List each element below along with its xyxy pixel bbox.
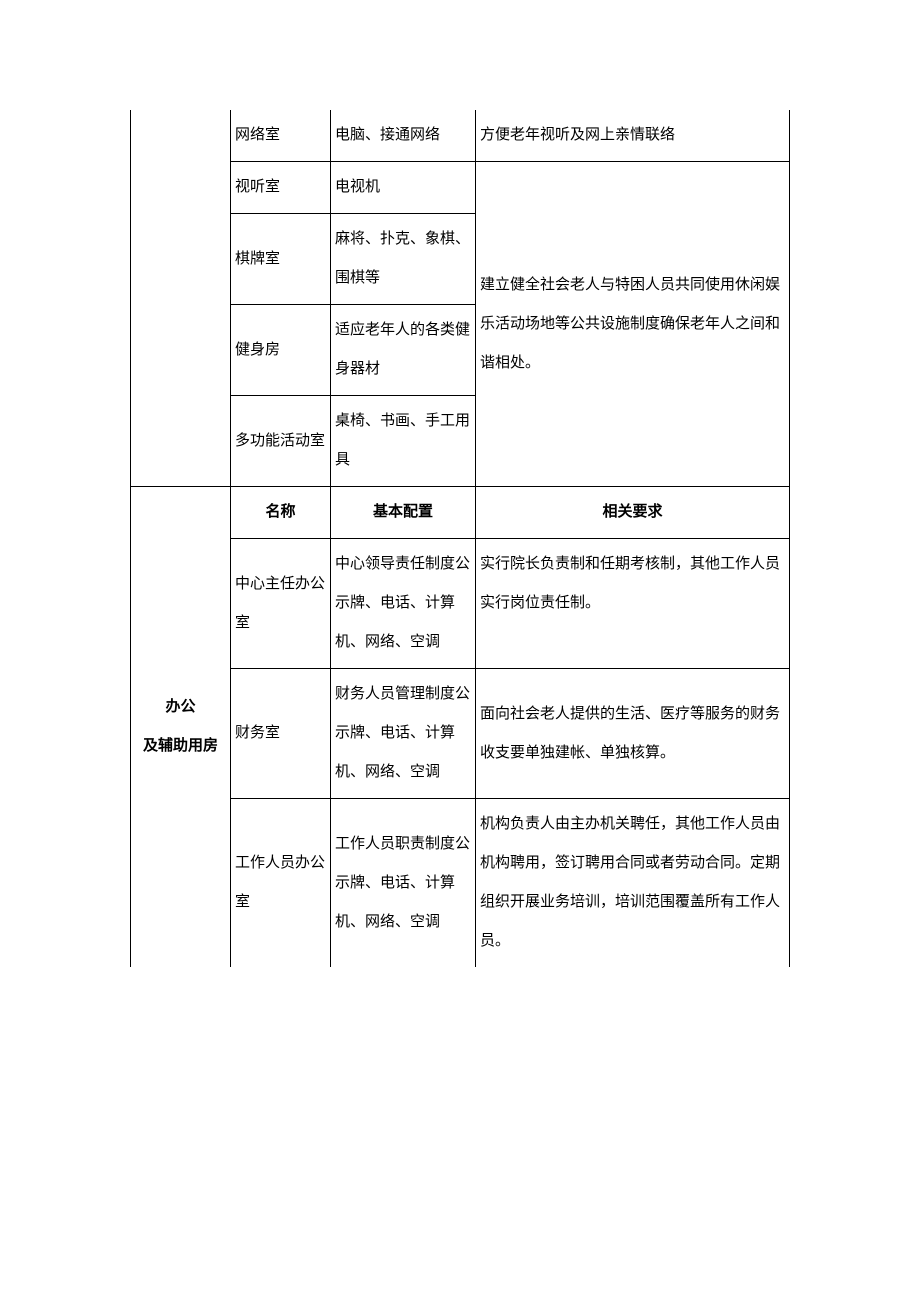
cell-config: 工作人员职责制度公示牌、电话、计算机、网络、空调 [331, 799, 476, 968]
cell-config: 中心领导责任制度公示牌、电话、计算机、网络、空调 [331, 539, 476, 669]
cell-name: 中心主任办公室 [231, 539, 331, 669]
category-label-line1: 办公 [135, 688, 226, 727]
category-cell: 办公 及辅助用房 [131, 487, 231, 968]
cell-req: 机构负责人由主办机关聘任，其他工作人员由机构聘用，签订聘用合同或者劳动合同。定期… [476, 799, 790, 968]
cell-name: 财务室 [231, 669, 331, 799]
cell-req: 实行院长负责制和任期考核制，其他工作人员实行岗位责任制。 [476, 539, 790, 669]
cell-config: 适应老年人的各类健身器材 [331, 305, 476, 396]
header-req: 相关要求 [476, 487, 790, 539]
category-label-line2: 及辅助用房 [135, 727, 226, 766]
facilities-table: 网络室 电脑、接通网络 方便老年视听及网上亲情联络 视听室 电视机 建立健全社会… [130, 110, 790, 967]
cell-name: 健身房 [231, 305, 331, 396]
table-row: 网络室 电脑、接通网络 方便老年视听及网上亲情联络 [131, 110, 790, 162]
cell-config: 电脑、接通网络 [331, 110, 476, 162]
category-cell-empty [131, 110, 231, 487]
table-header-row: 办公 及辅助用房 名称 基本配置 相关要求 [131, 487, 790, 539]
cell-name: 棋牌室 [231, 214, 331, 305]
header-name: 名称 [231, 487, 331, 539]
cell-req: 面向社会老人提供的生活、医疗等服务的财务收支要单独建帐、单独核算。 [476, 669, 790, 799]
cell-req: 方便老年视听及网上亲情联络 [476, 110, 790, 162]
cell-config: 桌椅、书画、手工用具 [331, 396, 476, 487]
cell-config: 电视机 [331, 162, 476, 214]
cell-name: 多功能活动室 [231, 396, 331, 487]
header-config: 基本配置 [331, 487, 476, 539]
cell-config: 麻将、扑克、象棋、围棋等 [331, 214, 476, 305]
cell-name: 工作人员办公室 [231, 799, 331, 968]
cell-config: 财务人员管理制度公示牌、电话、计算机、网络、空调 [331, 669, 476, 799]
cell-req: 建立健全社会老人与特困人员共同使用休闲娱乐活动场地等公共设施制度确保老年人之间和… [476, 162, 790, 487]
cell-name: 网络室 [231, 110, 331, 162]
cell-name: 视听室 [231, 162, 331, 214]
